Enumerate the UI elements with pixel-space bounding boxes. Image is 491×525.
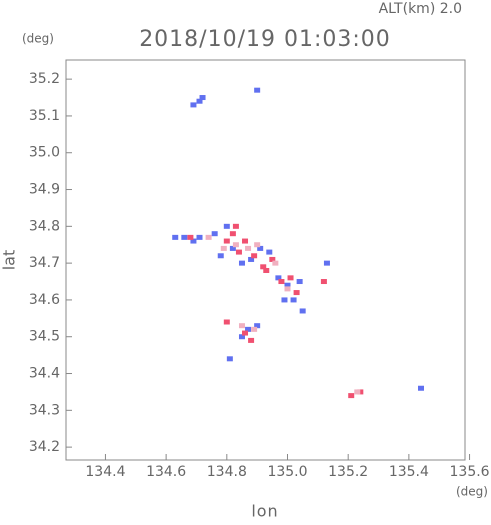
echo-cell xyxy=(272,260,279,266)
echo-cell xyxy=(418,385,425,391)
y-tick-label: 34.8 xyxy=(29,218,60,234)
echo-cell xyxy=(251,326,258,332)
echo-cell xyxy=(357,389,364,395)
echo-cell xyxy=(229,245,236,251)
echo-cell xyxy=(354,389,361,395)
echo-cell xyxy=(223,238,230,244)
x-tick-label: 135.0 xyxy=(267,464,307,480)
echo-cell xyxy=(269,256,276,262)
echo-cell xyxy=(190,238,197,244)
echo-cell xyxy=(254,323,261,329)
echo-cell xyxy=(290,297,297,303)
echo-cell xyxy=(220,245,227,251)
echo-cell xyxy=(323,260,330,266)
x-tick-label: 135.2 xyxy=(328,464,368,480)
echo-cell xyxy=(263,267,270,273)
echo-cell xyxy=(196,234,203,240)
echo-cell xyxy=(187,234,194,240)
echo-cell xyxy=(275,275,282,281)
echo-cell xyxy=(245,326,252,332)
echo-cell xyxy=(232,242,239,248)
echo-cell xyxy=(278,279,285,285)
echo-cell xyxy=(248,337,255,343)
y-tick-label: 34.6 xyxy=(29,292,60,308)
echo-cell xyxy=(190,102,197,108)
subtitle: ALT(km) 2.0 xyxy=(379,1,462,17)
echo-cell xyxy=(205,234,212,240)
echo-cell xyxy=(260,264,267,270)
echo-cell xyxy=(199,95,206,101)
y-tick-label: 35.1 xyxy=(29,108,60,124)
echo-cell xyxy=(226,356,233,362)
echo-cell xyxy=(242,330,249,336)
echo-cell xyxy=(251,253,258,259)
echo-cell xyxy=(229,231,236,237)
y-tick-label: 34.9 xyxy=(29,182,60,198)
echo-cell xyxy=(232,223,239,229)
echo-cell xyxy=(242,238,249,244)
echo-cell xyxy=(238,323,245,329)
echo-cell xyxy=(172,234,179,240)
echo-cell xyxy=(181,234,188,240)
echo-cell xyxy=(284,286,291,292)
echo-cell xyxy=(238,260,245,266)
echo-cell xyxy=(257,245,264,251)
y-tick-label: 35.2 xyxy=(29,71,60,87)
echo-cell xyxy=(223,319,230,325)
echo-cell xyxy=(293,290,300,296)
y-tick-label: 34.3 xyxy=(29,402,60,418)
echo-cell xyxy=(235,249,242,255)
echo-cell xyxy=(254,242,261,248)
x-tick-label: 135.6 xyxy=(450,464,490,480)
echo-cell xyxy=(299,308,306,314)
echo-cell xyxy=(296,279,303,285)
y-unit: (deg) xyxy=(22,32,54,46)
echo-cell xyxy=(217,253,224,259)
x-tick-label: 134.8 xyxy=(207,464,247,480)
y-tick-label: 34.4 xyxy=(29,366,60,382)
echo-cell xyxy=(196,98,203,104)
echo-cell xyxy=(320,279,327,285)
echo-cell xyxy=(287,275,294,281)
x-unit: (deg) xyxy=(456,485,488,499)
echo-cell xyxy=(348,393,355,399)
echo-cell xyxy=(245,245,252,251)
y-axis-label: lat xyxy=(0,250,19,271)
y-tick-label: 34.7 xyxy=(29,255,60,271)
x-tick-label: 135.4 xyxy=(389,464,429,480)
echo-cell xyxy=(254,87,261,93)
x-axis-label: lon xyxy=(251,502,278,521)
echo-cell xyxy=(266,249,273,255)
x-tick-label: 134.6 xyxy=(146,464,186,480)
y-tick-label: 34.2 xyxy=(29,439,60,455)
y-tick-label: 34.5 xyxy=(29,329,60,345)
echo-cell xyxy=(238,334,245,340)
x-tick-label: 134.4 xyxy=(85,464,125,480)
plot-frame xyxy=(65,59,466,461)
y-tick-label: 35.0 xyxy=(29,145,60,161)
chart-title: 2018/10/19 01:03:00 xyxy=(139,27,391,52)
echo-cell xyxy=(223,223,230,229)
echo-cell xyxy=(284,282,291,288)
echo-cell xyxy=(248,256,255,262)
echo-cell xyxy=(211,231,218,237)
echo-cell xyxy=(281,297,288,303)
